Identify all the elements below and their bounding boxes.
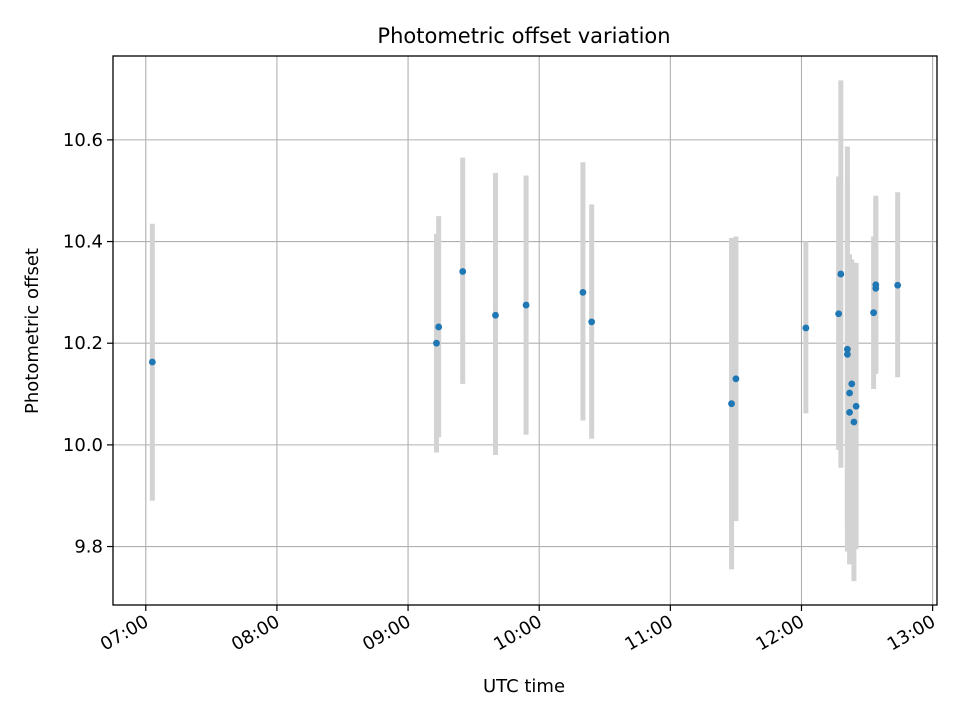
data-point bbox=[835, 310, 843, 318]
data-point bbox=[846, 408, 853, 416]
data-point bbox=[870, 309, 878, 317]
data-points bbox=[148, 268, 902, 426]
data-point bbox=[522, 301, 530, 309]
data-point bbox=[837, 270, 845, 278]
plot-frame bbox=[112, 55, 938, 606]
y-tick-label: 9.8 bbox=[74, 537, 103, 558]
data-point bbox=[852, 402, 860, 410]
data-point bbox=[848, 380, 856, 388]
data-point bbox=[433, 339, 440, 347]
y-tick-label: 10.4 bbox=[63, 232, 103, 253]
y-axis-title: Photometric offset bbox=[22, 248, 43, 414]
data-point bbox=[459, 268, 467, 275]
y-tick-label: 10.2 bbox=[63, 333, 103, 354]
data-point bbox=[579, 288, 587, 296]
data-point bbox=[846, 389, 853, 397]
x-axis-title: UTC time bbox=[483, 676, 565, 697]
data-point bbox=[588, 318, 596, 326]
grid-lines bbox=[113, 56, 937, 605]
y-tick-label: 10.6 bbox=[63, 130, 103, 151]
data-point bbox=[894, 281, 902, 289]
data-point bbox=[492, 311, 499, 319]
data-point bbox=[728, 400, 735, 408]
y-tick-label: 10.0 bbox=[63, 435, 103, 456]
data-point bbox=[802, 324, 810, 332]
data-point bbox=[148, 358, 156, 366]
data-point bbox=[843, 350, 851, 358]
data-point bbox=[843, 345, 851, 353]
data-point bbox=[435, 323, 443, 331]
data-point bbox=[872, 281, 880, 289]
data-point bbox=[850, 418, 858, 426]
chart-title: Photometric offset variation bbox=[377, 24, 670, 48]
data-point bbox=[732, 375, 740, 383]
